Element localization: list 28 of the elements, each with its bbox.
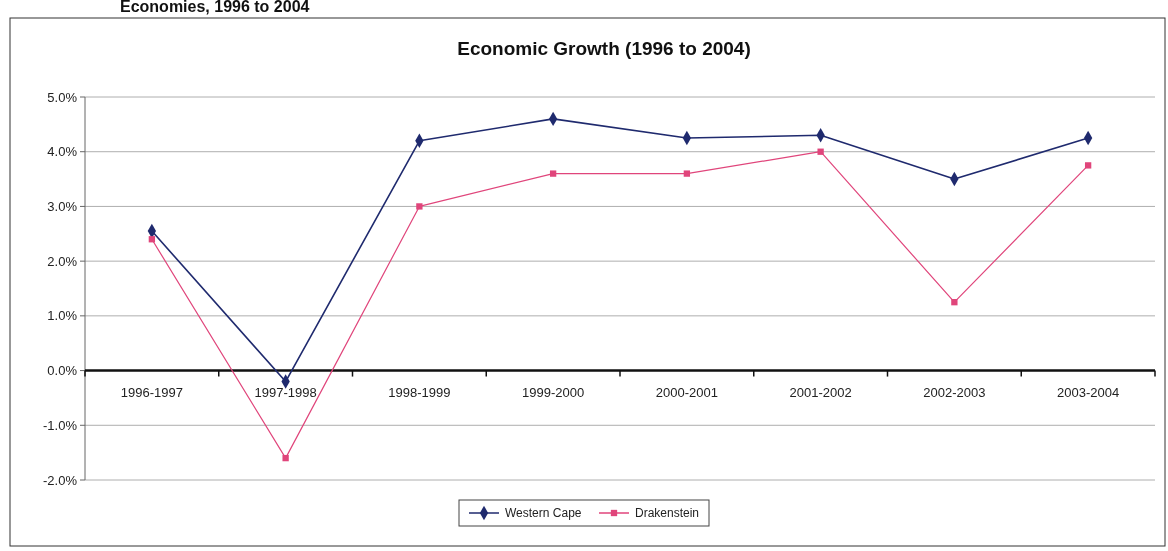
point (416, 203, 423, 210)
point (282, 454, 289, 462)
point (1084, 162, 1092, 169)
x-tick-label: 1996-1997 (120, 384, 183, 400)
y-tick-label: -2.0% (43, 472, 78, 488)
point (951, 299, 958, 306)
y-tick-label: 0.0% (47, 363, 78, 379)
x-tick-label: 2001-2002 (789, 384, 852, 400)
x-tick-label: 2000-2001 (655, 384, 718, 400)
point (683, 170, 691, 177)
chart-title: Economic Growth (1996 to 2004) (457, 38, 751, 59)
y-tick-label: -1.0% (43, 417, 78, 433)
x-tick-label: 2003-2004 (1057, 384, 1120, 400)
point (817, 148, 824, 155)
point (549, 170, 557, 177)
x-tick-label: 2002-2003 (923, 384, 986, 400)
text: Economies, 1996 to 2004 (120, 0, 310, 15)
y-tick-label: 1.0% (47, 308, 78, 324)
legend-label: Western Cape (505, 506, 582, 521)
x-tick-label: 1999-2000 (522, 384, 585, 400)
y-tick-label: 2.0% (47, 253, 78, 269)
point (148, 236, 156, 243)
y-tick-label: 5.0% (47, 89, 78, 105)
y-tick-label: 4.0% (47, 144, 78, 160)
y-tick-label: 3.0% (47, 198, 78, 214)
x-tick-label: 1998-1999 (388, 384, 451, 400)
x-tick-label: 1997-1998 (254, 384, 317, 400)
legend-label: Drakenstein (635, 506, 700, 521)
